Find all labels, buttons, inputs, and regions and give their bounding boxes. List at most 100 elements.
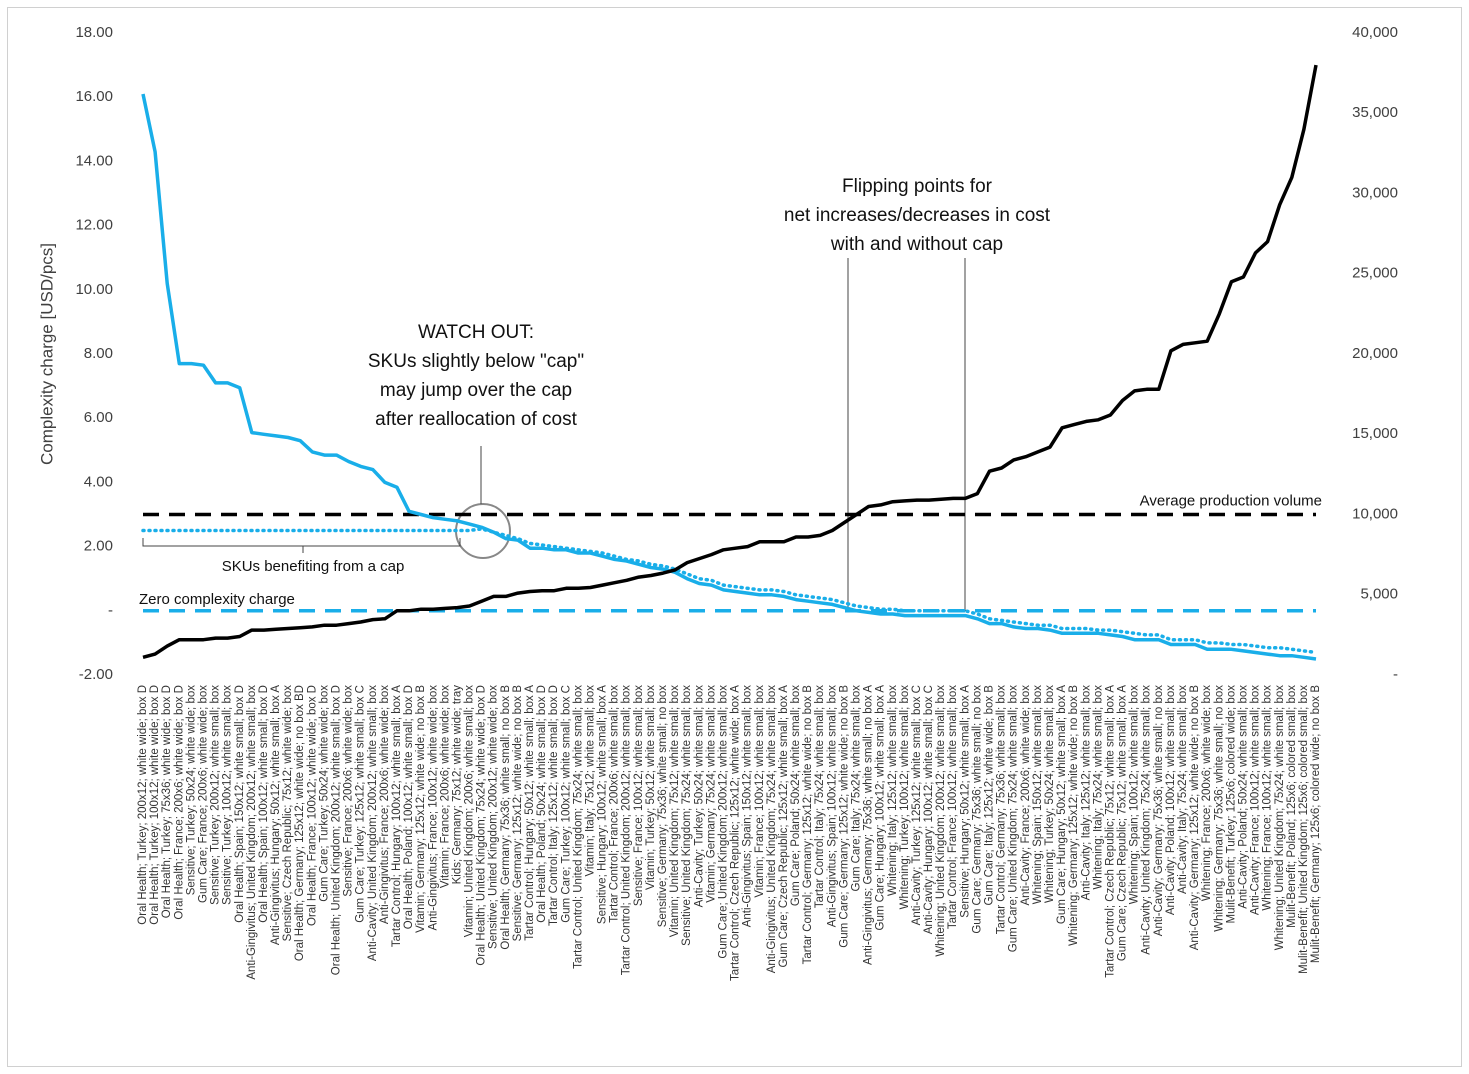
x-tick-label: Whitening; Germany; 75x36; white small; …: [1213, 685, 1225, 932]
x-tick-label: Tartar Control; France; 100x12; white sm…: [947, 685, 959, 929]
x-tick-label: Oral Health; Spain; 100x12; white small;…: [258, 685, 270, 923]
x-tick-label: Gum Care; United Kingdom; 200x12; white …: [717, 685, 729, 959]
x-tick-label: Tartar Control; Italy; 75x24; white smal…: [814, 685, 826, 908]
x-tick-label: Anti-Cavity; United Kingdom; 200x12; whi…: [367, 685, 379, 961]
x-tick-label: Anti-Cavity; Hungary; 100x12; white smal…: [923, 685, 935, 934]
x-tick-label: Vitamin; France; 100x12; white small; bo…: [754, 685, 766, 898]
x-tick-label: Mulit-Benefit; Germany; 125x6; colored w…: [1310, 685, 1322, 963]
y-tick-label: 10.00: [75, 281, 113, 298]
x-tick-label: Oral Health; Turkey; 200x12; white wide;…: [137, 685, 149, 925]
y-tick-label: 18.00: [75, 24, 113, 41]
reference-label: Average production volume: [1140, 492, 1322, 509]
x-tick-label: Gum Care; Turkey; 125x12; white small; b…: [355, 685, 367, 923]
x-tick-label: Anti-Gingivitus; United Kingdom; 200x12;…: [246, 685, 258, 980]
x-tick-label: Gum Care; United Kingdom; 75x24; white s…: [1008, 685, 1020, 952]
y-tick-label: 6.00: [84, 409, 113, 426]
x-tick-label: Oral Health; France; 100x12; white wide;…: [306, 685, 318, 926]
x-tick-label: Whitening; Italy; 125x12; white small; b…: [887, 685, 899, 896]
x-tick-label: Mulit-Benefit; Poland; 125x6; colored sm…: [1286, 685, 1298, 928]
x-tick-label: Gum Care; France; 200x6; white wide; box: [197, 685, 209, 903]
x-tick-label: Gum Care; Hungary; 100x12; white small; …: [875, 685, 887, 931]
y-tick-label: 12.00: [75, 217, 113, 234]
x-tick-label: Sensitive; Hungary; 100x12; white small;…: [597, 685, 609, 924]
y-tick-label: 8.00: [84, 345, 113, 362]
y2-tick-label: 30,000: [1352, 184, 1398, 201]
x-tick-label: Sensitive; France; 100x12; white small; …: [633, 685, 645, 906]
x-tick-label: Tartar Control; Hungary; 50x12; white sm…: [524, 685, 536, 941]
x-tick-label: Anti-Gingivitus; United Kingdom; 75x24; …: [766, 685, 778, 974]
x-tick-label: Oral Health; United Kingdom; 200x12; whi…: [331, 685, 343, 975]
x-tick-label: Vitamin; United Kingdom; 75x12; white sm…: [669, 685, 681, 938]
y2-tick-label: 25,000: [1352, 265, 1398, 282]
x-tick-label: Tartar Control; Germany; 75x36; white sm…: [996, 685, 1008, 935]
x-tick-label: Vitamin; Turkey; 50x12; white small; box: [645, 685, 657, 890]
x-tick-label: Anti-Cavity; Germany; 75x36; white small…: [1153, 685, 1165, 936]
x-tick-label: Gum Care; Italy; 125x12; white wide; box…: [984, 685, 996, 906]
x-tick-label: Anti-Cavity; France; 200x6; white wide; …: [1020, 685, 1032, 906]
x-tick-label: Whitening; France; 200x6; white wide; bo…: [1201, 685, 1213, 901]
y2-tick-label: 20,000: [1352, 345, 1398, 362]
x-tick-label: Mulit-Benefit; United Kingdom; 125x6; co…: [1298, 685, 1310, 974]
x-tick-label: Sensitive; Germany; 125x12; white wide; …: [512, 685, 524, 942]
x-tick-label: Sensitive; United Kingdom; 200x12; white…: [488, 685, 500, 949]
x-tick-label: Anti-Cavity; United Kingdom; 75x24; whit…: [1141, 685, 1153, 955]
x-tick-label: Gum Care; Hungary; 50x12; white small; b…: [1056, 685, 1068, 924]
annotation: net increases/decreases in cost: [784, 205, 1051, 226]
x-tick-label: Gum Care; Germany; 75x36; white small; n…: [971, 685, 983, 934]
annotation: with and without cap: [830, 234, 1003, 255]
annotation: after reallocation of cost: [375, 409, 577, 430]
x-tick-label: Oral Health; Turkey; 100x12; white wide;…: [149, 685, 161, 925]
x-tick-label: Tartar Control; United Kingdom; 75x24; w…: [572, 685, 584, 969]
x-tick-label: Sensitive; Turkey; 100x12; white small; …: [222, 685, 234, 905]
y2-tick-label: 5,000: [1360, 586, 1398, 603]
x-tick-label: Sensitive; Turkey; 200x12; white small; …: [210, 685, 222, 905]
x-tick-label: Anti-Cavity; Poland; 50x24; white small;…: [1237, 685, 1249, 909]
y-tick-label: -2.00: [79, 666, 113, 683]
x-tick-label: Anti-Cavity; Italy; 75x24; white small; …: [1177, 685, 1189, 894]
x-tick-label: Vitamin; United Kingdom; 200x6; white sm…: [464, 685, 476, 938]
series-line: [142, 64, 1318, 659]
x-tick-label: Whitening; Turkey; 50x24; white small; b…: [1044, 685, 1056, 903]
annotation: WATCH OUT:: [418, 322, 534, 343]
x-tick-label: Whitening; Germany; 125x12; white wide; …: [1068, 685, 1080, 946]
x-tick-label: Oral Health; Poland; 100x12; white small…: [403, 685, 415, 929]
x-tick-label: Anti-Gingivitus; France; 200x6; white wi…: [379, 685, 391, 924]
x-tick-label: Anti-Gingivitus; Hungary; 50x12; white s…: [270, 685, 282, 945]
y-tick-label: 16.00: [75, 88, 113, 105]
x-tick-label: Sensitive; Germany; 75x36; white small; …: [657, 685, 669, 928]
x-tick-label: Oral Health; France; 200x6; white wide; …: [173, 685, 185, 920]
x-tick-label: Anti-Cavity; Italy; 125x12; white small;…: [1080, 685, 1092, 901]
y2-tick-label: 35,000: [1352, 104, 1398, 121]
x-tick-label: Kids; Germany; 75x12; white wide; tray: [451, 685, 463, 885]
x-tick-label: Whitening; United Kingdom; 200x12; white…: [935, 685, 947, 957]
watch-circle: [455, 503, 511, 559]
annotation: may jump over the cap: [380, 380, 572, 401]
y-tick-label: 2.00: [84, 538, 113, 555]
x-tick-label: Anti-Cavity; Turkey; 50x24; white small;…: [693, 685, 705, 908]
x-tick-label: Vitamin; Germany; 75x24; white small; bo…: [705, 685, 717, 903]
x-tick-label: Tartar Control; Hungary; 100x12; white s…: [391, 685, 403, 947]
chart-frame: [7, 7, 1462, 1067]
y-axis-title: Complexity charge [USD/pcs]: [37, 243, 56, 465]
x-tick-label: Anti-Cavity; Turkey; 125x12; white small…: [911, 685, 923, 925]
x-tick-label: Anti-Gingivitus; Spain; 150x12; white sm…: [742, 685, 754, 928]
annotation: SKUs benefiting from a cap: [222, 558, 405, 575]
x-tick-label: Anti-Cavity; France; 100x12; white small…: [1250, 685, 1262, 915]
x-tick-label: Gum Care; Italy; 75x24; white small; box: [851, 685, 863, 892]
x-tick-label: Whitening; Italy; 75x24; white small; bo…: [1092, 685, 1104, 890]
annotation: Flipping points for: [842, 176, 993, 197]
x-tick-label: Anti-Cavity; Poland; 100x12; white small…: [1165, 685, 1177, 915]
y-tick-label: 14.00: [75, 152, 113, 169]
x-tick-label: Oral Health; United Kingdom; 75x24; whit…: [476, 685, 488, 966]
x-tick-label: Gum Care; Poland; 50x24; white small; bo…: [790, 685, 802, 906]
y2-tick-label: 40,000: [1352, 24, 1398, 41]
x-tick-label: Sensitive; United Kingdom; 75x24; white …: [681, 685, 693, 946]
x-tick-label: Vitamin; Italy; 75x12; white small; box: [584, 685, 596, 877]
annotation: SKUs slightly below "cap": [368, 351, 584, 372]
x-tick-label: Whitening; Turkey; 100x12; white small; …: [899, 685, 911, 910]
series-line: [141, 93, 1317, 661]
reference-label: Zero complexity charge: [139, 591, 295, 608]
y2-tick-label: -: [1393, 666, 1398, 683]
y-tick-label: -: [108, 602, 113, 619]
